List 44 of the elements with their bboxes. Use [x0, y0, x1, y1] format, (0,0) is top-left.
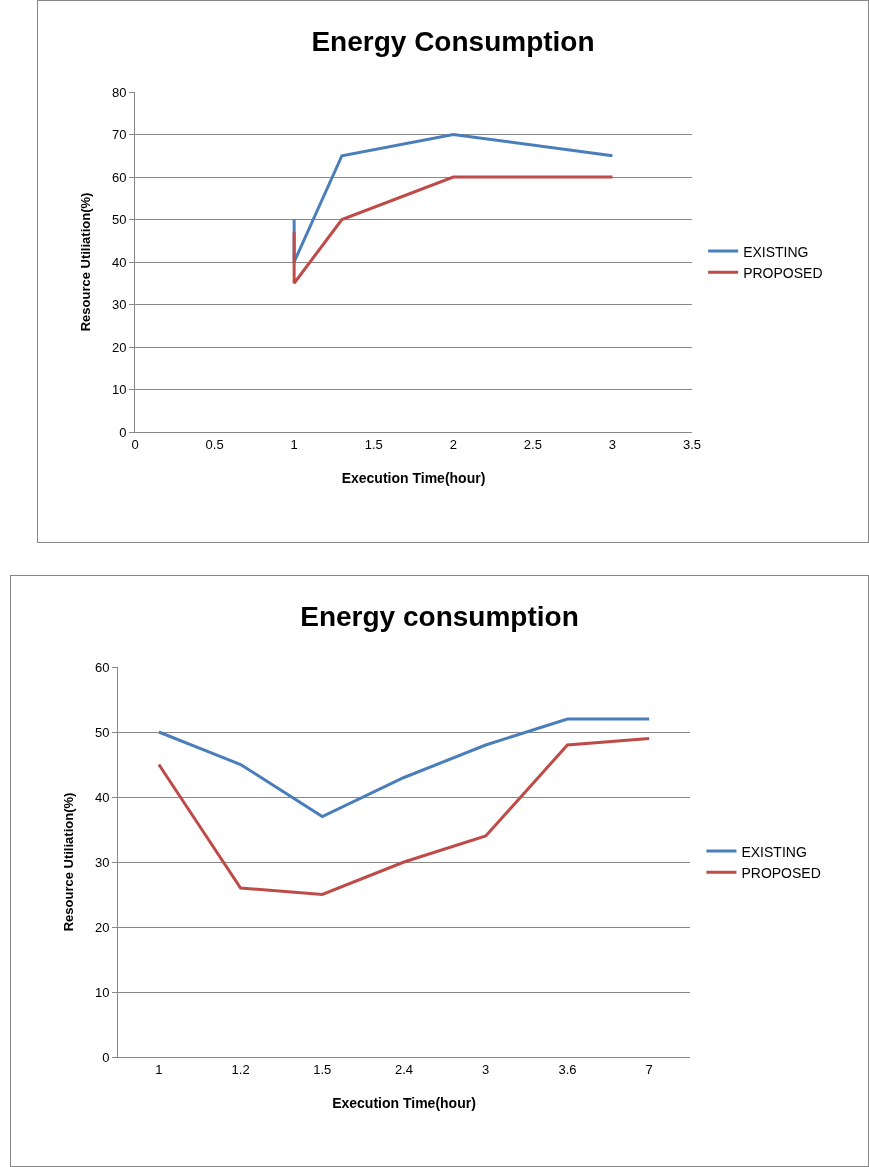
line-series — [292, 175, 614, 285]
y-tick-label: 10 — [94, 984, 110, 1000]
y-axis-title: Resource Utiliation(%) — [60, 792, 76, 932]
y-tick-label: 60 — [111, 169, 127, 185]
y-tick-label: 50 — [111, 212, 127, 228]
x-axis-title: Execution Time(hour) — [332, 1094, 476, 1111]
x-tick-label: 1.5 — [364, 436, 383, 452]
y-tick-label: 70 — [111, 127, 127, 143]
line-series — [157, 737, 651, 896]
x-tick-label: 3 — [482, 1061, 490, 1077]
y-tick-label: 50 — [94, 724, 110, 740]
chart-title: Energy Consumption — [311, 25, 595, 57]
chart-title: Energy consumption — [300, 600, 579, 632]
y-tick-label: 40 — [111, 254, 127, 270]
x-tick-label: 1.2 — [231, 1061, 250, 1077]
y-tick-label: 40 — [94, 789, 110, 805]
x-tick-label: 3.6 — [558, 1061, 577, 1077]
y-tick-label: 0 — [119, 424, 127, 440]
y-tick-label: 0 — [102, 1049, 110, 1065]
x-tick-label: 2 — [449, 436, 457, 452]
y-tick-label: 30 — [111, 297, 127, 313]
x-tick-label: 1 — [290, 436, 298, 452]
y-tick-label: 30 — [94, 854, 110, 870]
y-tick-label: 20 — [94, 919, 110, 935]
x-tick-label: 7 — [645, 1061, 653, 1077]
legend-label: EXISTING — [743, 243, 809, 260]
x-tick-label: 3 — [608, 436, 617, 452]
legend-label: EXISTING — [741, 843, 807, 860]
legend-label: PROPOSED — [743, 264, 823, 281]
y-tick-label: 80 — [111, 84, 127, 100]
y-axis-title: Resource Utiliation(%) — [77, 192, 93, 332]
line-series — [157, 717, 651, 818]
y-tick-label: 60 — [94, 659, 110, 675]
x-tick-label: 1.5 — [313, 1061, 332, 1077]
x-axis-title: Execution Time(hour) — [341, 469, 486, 486]
legend-label: PROPOSED — [741, 864, 821, 881]
y-tick-label: 20 — [111, 339, 127, 355]
x-tick-label: 3.5 — [682, 436, 702, 452]
x-tick-label: 0.5 — [205, 436, 224, 452]
x-tick-label: 1 — [155, 1061, 163, 1077]
y-tick-label: 10 — [111, 382, 127, 398]
x-tick-label: 2.5 — [523, 436, 542, 452]
x-tick-label: 0 — [131, 436, 139, 452]
x-tick-label: 2.4 — [394, 1061, 414, 1077]
